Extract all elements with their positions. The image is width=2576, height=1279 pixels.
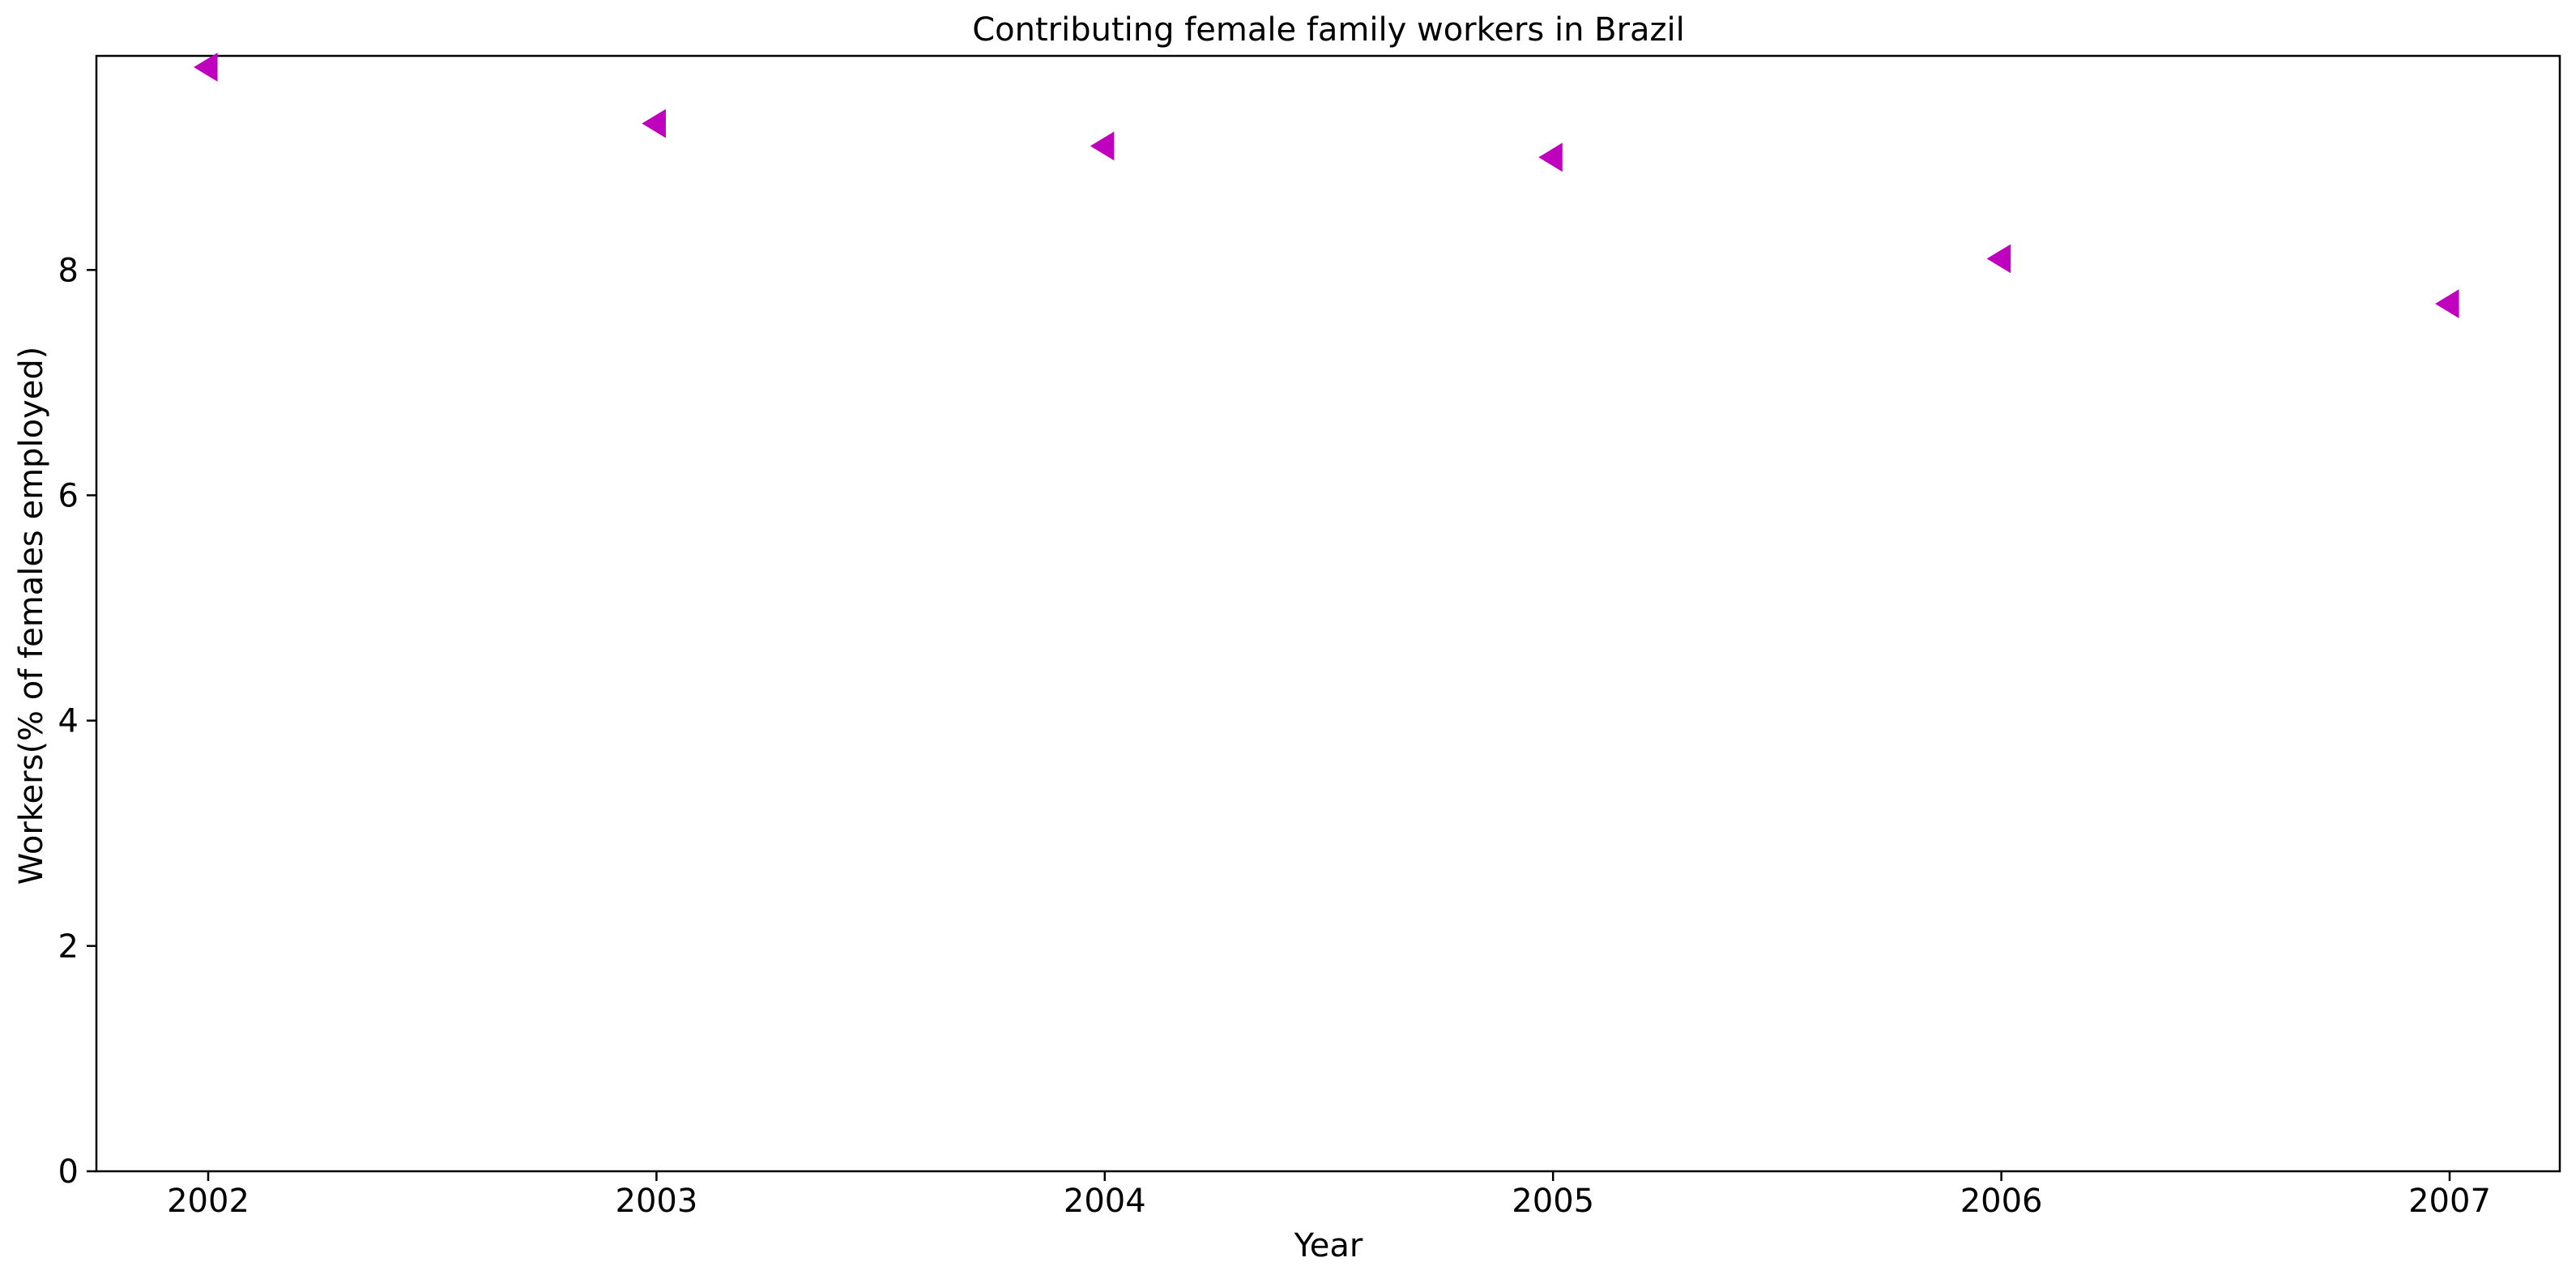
x-tick-label: 2002 [167,1183,249,1220]
data-point [194,53,218,82]
y-tick-label: 8 [58,252,79,289]
data-point [1538,143,1563,173]
x-tick-label: 2004 [1064,1183,1146,1220]
data-point [1090,131,1115,161]
y-tick-label: 6 [58,477,79,514]
y-tick-label: 0 [58,1153,79,1191]
data-point [2435,289,2459,318]
plot-frame [95,54,2561,1173]
x-axis-label: Year [1294,1227,1363,1264]
x-tick-label: 2005 [1512,1183,1594,1220]
chart-title: Contributing female family workers in Br… [972,11,1685,49]
y-axis-label: Workers(% of females employed) [13,347,50,885]
x-tick-label: 2006 [1960,1183,2043,1220]
data-point [642,109,666,139]
data-point [1986,244,2011,274]
y-tick-label: 4 [58,703,79,740]
x-tick-label: 2007 [2408,1183,2491,1220]
x-tick-label: 2003 [616,1183,698,1220]
y-tick-label: 2 [58,928,79,966]
plot-area: 2002 2003 2004 2005 2006 2007 0 2 4 6 8 [58,53,2561,1220]
